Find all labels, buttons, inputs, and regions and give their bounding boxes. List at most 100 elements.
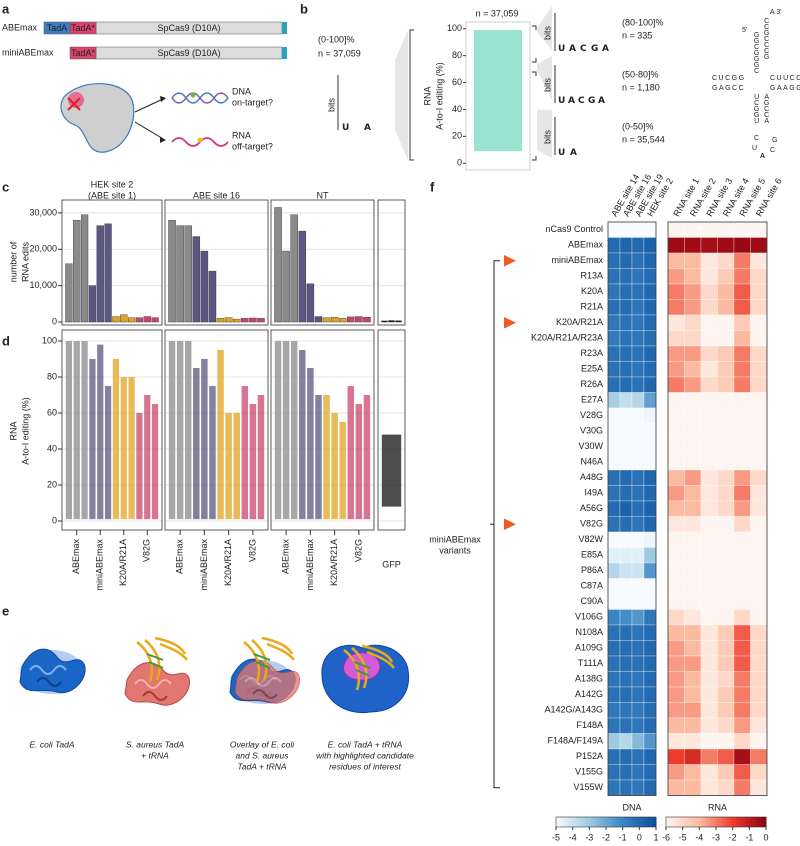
cell (750, 438, 768, 455)
row-label: T111A (578, 658, 603, 668)
cell (733, 485, 751, 502)
cell (750, 299, 768, 316)
logo-letter: A (569, 44, 576, 54)
facet-frame (61, 199, 163, 326)
colorbar-label: -5 (679, 832, 687, 842)
cell (684, 454, 702, 471)
cell (667, 438, 685, 455)
logo-letter: C (580, 44, 587, 54)
cell (750, 640, 768, 657)
cell (700, 252, 718, 269)
cell (684, 237, 702, 254)
cell (631, 237, 645, 254)
bar (347, 316, 355, 323)
cell (619, 640, 633, 657)
strip (151, 404, 159, 520)
cell (607, 593, 621, 610)
cell (733, 516, 751, 533)
cell (643, 438, 657, 455)
cell (733, 283, 751, 300)
bracket (532, 25, 537, 161)
cell (684, 578, 702, 595)
cell (619, 624, 633, 641)
cell (717, 392, 735, 409)
cell (643, 516, 657, 533)
cell (643, 469, 657, 486)
cell (750, 469, 768, 486)
cell (631, 469, 645, 486)
n-label: n = 37,059 (476, 8, 519, 18)
cell (733, 438, 751, 455)
cell (631, 547, 645, 564)
row-label: C87A (580, 581, 603, 591)
cell (700, 392, 718, 409)
strip (209, 386, 216, 520)
caption: E. coli TadA (29, 739, 74, 749)
cell (684, 702, 702, 719)
row-label: K20A (581, 286, 603, 296)
colorbar-step (731, 817, 734, 827)
construct-name: miniABEmax (2, 47, 54, 57)
bar (257, 318, 265, 323)
y-tick-label: 80 (47, 371, 57, 381)
cell (733, 361, 751, 378)
cell (750, 702, 768, 719)
trna-arm: CCGCCCG (763, 18, 770, 60)
cell (619, 733, 633, 750)
colorbar-label: -3 (585, 832, 593, 842)
cell (643, 237, 657, 254)
logo-n: n = 1,180 (622, 82, 660, 92)
strip (274, 341, 282, 520)
cell (700, 454, 718, 471)
logo-letter: A (598, 96, 605, 106)
panel-label: e (2, 603, 9, 618)
colorbar-step (711, 817, 714, 827)
cell (667, 702, 685, 719)
colorbar-step (683, 817, 687, 827)
cell (667, 283, 685, 300)
cell (607, 609, 621, 626)
bar (65, 263, 73, 323)
cell (750, 593, 768, 610)
cell (619, 717, 633, 734)
facet-frame (164, 329, 269, 531)
cell (750, 531, 768, 548)
colorbar-step (613, 817, 617, 827)
logo-letter: U (558, 96, 565, 106)
bar (338, 318, 347, 323)
colorbar-step (741, 817, 744, 827)
bar (395, 320, 402, 323)
strip (339, 422, 346, 520)
colorbar-step (641, 817, 644, 827)
domain-label: SpCas9 (D10A) (157, 48, 220, 58)
cell (667, 609, 685, 626)
cell (733, 593, 751, 610)
colorbar-step (621, 817, 624, 827)
cell (619, 469, 633, 486)
axis-label: RNA edits (20, 241, 30, 282)
bar (88, 285, 97, 323)
cell (733, 733, 751, 750)
panel-b-connectors (395, 6, 552, 161)
row-label: R21A (580, 302, 603, 312)
cell (733, 423, 751, 440)
cell (684, 252, 702, 269)
strip (120, 377, 127, 520)
y-tick-label: 0 (52, 316, 57, 326)
panel-label: f (430, 179, 435, 194)
cell (684, 407, 702, 424)
cell (717, 702, 735, 719)
cell (607, 345, 621, 362)
cell (643, 531, 657, 548)
colorbar-step (676, 817, 679, 827)
strip (241, 386, 249, 520)
strip (144, 395, 151, 520)
cell (667, 717, 685, 734)
cell (631, 717, 645, 734)
cell (607, 221, 621, 238)
arrow-lines (134, 97, 166, 141)
x-tick-label: ABEmax (281, 539, 291, 575)
cell (700, 671, 718, 688)
cell (643, 252, 657, 269)
